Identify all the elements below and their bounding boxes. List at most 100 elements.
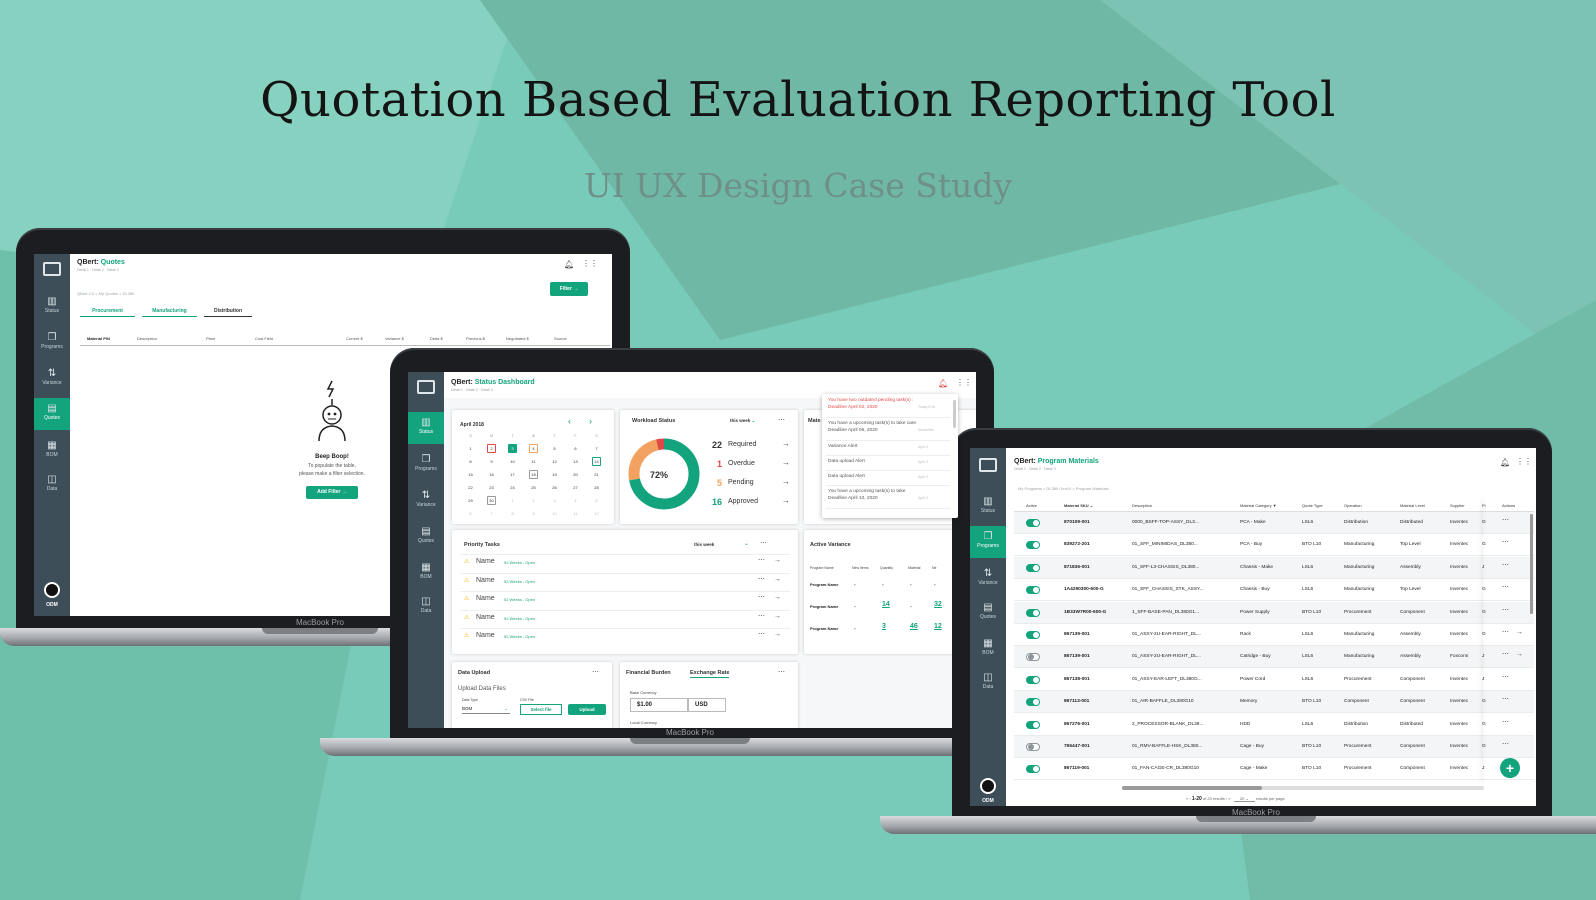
column-header[interactable]: Material Category ▼ — [1240, 503, 1277, 508]
more-icon[interactable]: ⋯ — [1502, 696, 1509, 704]
select-file-button[interactable]: Select file — [520, 704, 562, 715]
variance-value[interactable]: 12 — [934, 623, 942, 630]
apps-grid-icon[interactable]: ⋮⋮ — [582, 259, 598, 268]
calendar-day[interactable]: 5 — [553, 446, 556, 451]
column-header[interactable]: Variance $ — [385, 336, 404, 341]
tab-procurement[interactable]: Procurement — [80, 308, 135, 317]
more-icon[interactable]: ⋯ — [758, 575, 765, 583]
active-toggle[interactable] — [1026, 519, 1040, 527]
period-select[interactable]: this week — [694, 542, 715, 547]
calendar-day[interactable]: 16 — [489, 472, 494, 477]
period-select[interactable]: this week ⌄ — [730, 418, 756, 423]
calendar-day[interactable]: 3 — [553, 498, 556, 503]
sidebar-item-programs[interactable]: ❐ Programs — [408, 454, 444, 480]
more-icon[interactable]: ⋯ — [758, 557, 765, 564]
more-icon[interactable]: ⋯ — [1502, 673, 1509, 681]
more-icon[interactable]: ⋯ — [1502, 561, 1509, 569]
list-item[interactable] — [460, 554, 790, 572]
arrow-right-icon[interactable]: → — [782, 458, 790, 467]
active-toggle[interactable] — [1026, 563, 1040, 572]
column-header[interactable]: Source — [554, 336, 567, 341]
calendar-day[interactable]: 8 — [511, 511, 514, 516]
sidebar-item-status[interactable]: ▥ Status — [34, 296, 70, 322]
sidebar-item-status[interactable]: ▥ Status — [408, 412, 444, 444]
active-toggle[interactable] — [1026, 675, 1040, 684]
path-breadcrumb[interactable]: My Programs > DL380 Gen10 > Program Mate… — [1018, 486, 1109, 491]
calendar-day[interactable]: 8 — [469, 459, 472, 464]
calendar-day[interactable]: 1 — [511, 498, 514, 503]
tab-financial-burden[interactable]: Financial Burden — [626, 670, 671, 676]
list-item[interactable] — [460, 609, 790, 628]
column-header[interactable]: Plant — [206, 336, 216, 341]
column-header[interactable]: Quote Type — [1302, 503, 1323, 508]
arrow-right-icon[interactable]: → — [774, 575, 781, 583]
active-toggle[interactable] — [1026, 541, 1040, 550]
calendar-day[interactable]: 28 — [594, 485, 599, 490]
more-icon[interactable]: ⋯ — [758, 612, 765, 620]
arrow-right-icon[interactable]: → — [774, 631, 781, 639]
currency-input[interactable]: USD — [688, 698, 726, 712]
column-header[interactable]: Actions — [1502, 503, 1516, 508]
more-icon[interactable]: ⋯ — [758, 594, 765, 602]
calendar-day[interactable]: 21 — [594, 472, 599, 477]
list-item[interactable] — [460, 628, 790, 646]
calendar-day[interactable]: 19 — [552, 472, 557, 477]
notification-text[interactable]: Variance Alert — [828, 444, 858, 449]
calendar-day[interactable]: 12 — [552, 459, 557, 464]
calendar-day[interactable]: 23 — [489, 485, 494, 490]
sidebar-item-bom[interactable]: ▦ BOM — [34, 440, 70, 466]
calendar-day[interactable]: 11 — [531, 459, 536, 464]
list-item[interactable] — [460, 591, 790, 609]
column-header[interactable]: Active — [1026, 503, 1037, 508]
filter-button[interactable]: Filter → — [550, 282, 588, 296]
path-breadcrumb[interactable]: QBert 2.0 > My Quotes > DL380 — [77, 291, 135, 296]
notification-text[interactable]: You have a upcoming task(s) to take — [828, 489, 906, 494]
variance-value[interactable]: 3 — [882, 623, 886, 630]
column-header[interactable]: Material SKU ⌄ — [1064, 503, 1094, 508]
calendar-day[interactable]: 2 — [487, 444, 496, 453]
arrow-right-icon[interactable]: → — [1516, 629, 1523, 636]
chevron-left-icon[interactable]: ‹ — [568, 416, 571, 426]
column-header[interactable]: Material — [908, 566, 921, 570]
sidebar-item-programs[interactable]: ❐ Programs — [34, 332, 70, 358]
sidebar-item-status[interactable]: ▥ Status — [970, 496, 1006, 522]
more-icon[interactable]: ⋯ — [592, 669, 599, 676]
active-toggle[interactable] — [1026, 743, 1040, 751]
sidebar-item-bom[interactable]: ▦ BOM — [408, 562, 444, 588]
bell-icon[interactable]: 🔔︎ — [564, 260, 575, 269]
column-header[interactable]: Material P/N — [87, 336, 110, 341]
upload-button[interactable]: Upload — [568, 704, 606, 715]
calendar-day[interactable]: 20 — [573, 472, 578, 477]
calendar-day[interactable]: 13 — [573, 459, 578, 464]
calendar-day[interactable]: 22 — [468, 485, 473, 490]
more-icon[interactable]: ⋯ — [1502, 517, 1509, 524]
table-row[interactable]: 839272-201 01_SFF_MINIMIDAS_DL380... PCA -… — [1014, 534, 1534, 557]
sidebar-item-variance[interactable]: ⇅ Variance — [970, 568, 1006, 594]
calendar-day[interactable]: 5 — [595, 498, 598, 503]
table-row[interactable]: 867276-001 2_PROCESSOR-BLANK_DL38... HDD LS… — [1014, 713, 1534, 736]
calendar-day[interactable]: 2 — [532, 498, 535, 503]
table-row[interactable]: 867139-001 01_ASSY-2U-EAR-RIGHT_DL... Rack… — [1014, 624, 1534, 646]
sidebar-item-programs[interactable]: ❐ Programs — [970, 526, 1006, 558]
sidebar-item-quotes[interactable]: ▤ Quotes — [34, 398, 70, 430]
calendar-day[interactable]: 9 — [490, 459, 493, 464]
add-filter-button[interactable]: Add Filter → — [306, 486, 358, 499]
calendar-day[interactable]: 30 — [487, 496, 496, 505]
sidebar-item-bom[interactable]: ▦ BOM — [970, 638, 1006, 664]
more-icon[interactable]: ⋯ — [1502, 718, 1509, 726]
sidebar-item-data[interactable]: ◫ Data — [408, 596, 444, 622]
table-row[interactable]: 867119-001 01_FAN-CAGE-CR_DL380G10 Cage - … — [1014, 758, 1534, 781]
calendar-day[interactable]: 4 — [574, 498, 577, 503]
more-icon[interactable]: ⋯ — [760, 540, 767, 547]
prev-page-icon[interactable]: ‹ — [1189, 796, 1191, 801]
active-toggle[interactable] — [1026, 631, 1040, 639]
notification-text[interactable]: Data upload Alert — [828, 474, 865, 479]
calendar-day[interactable]: 1 — [469, 446, 472, 451]
column-header[interactable]: Quantity — [880, 566, 894, 570]
first-page-icon[interactable]: « — [1186, 796, 1189, 801]
calendar-day[interactable]: 17 — [510, 472, 515, 477]
table-row[interactable]: 870109-001 0000_BSFF-TOP-ASSY_DL3... PCA -… — [1014, 512, 1534, 534]
variance-value[interactable]: 46 — [910, 623, 918, 630]
column-header[interactable]: Description — [137, 336, 158, 341]
sidebar-item-data[interactable]: ◫ Data — [34, 474, 70, 500]
